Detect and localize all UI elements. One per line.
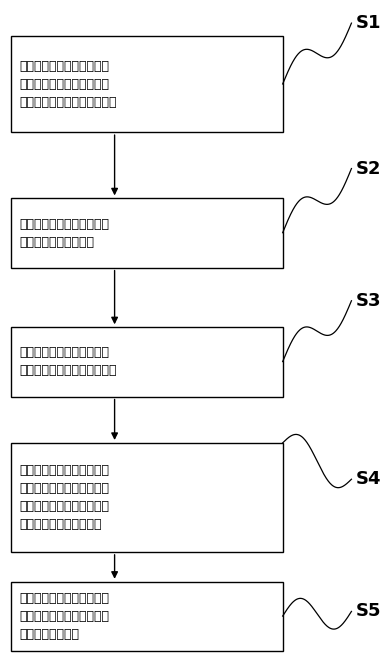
Text: S2: S2: [355, 159, 381, 178]
Text: 建立飞机舱门与机身接触区
域的局部有限元模型；: 建立飞机舱门与机身接触区 域的局部有限元模型；: [19, 217, 109, 249]
FancyBboxPatch shape: [11, 582, 283, 651]
Text: S1: S1: [355, 14, 381, 32]
Text: 通过对所述飞机舱门和机身
模拟施加等效挤压力，获取
飞机舱门和机身的等效刚度；: 通过对所述飞机舱门和机身 模拟施加等效挤压力，获取 飞机舱门和机身的等效刚度；: [19, 59, 117, 109]
FancyBboxPatch shape: [11, 327, 283, 397]
FancyBboxPatch shape: [11, 443, 283, 552]
FancyBboxPatch shape: [11, 198, 283, 268]
Text: 将所述刚度系数引入到所述
弹簧单元内，得到优化后的
局部有限元模型。: 将所述刚度系数引入到所述 弹簧单元内，得到优化后的 局部有限元模型。: [19, 592, 109, 641]
Text: S4: S4: [355, 470, 381, 488]
Text: S3: S3: [355, 292, 381, 310]
Text: S5: S5: [355, 602, 381, 621]
Text: 对设定有弹簧单元的局部有
限元模型施加等效载荷，并
结合所述等效刚度计算各所
述弹簧单元的刚度系数；: 对设定有弹簧单元的局部有 限元模型施加等效载荷，并 结合所述等效刚度计算各所 述…: [19, 464, 109, 531]
Text: 在所述局部有限元模型的飞
机舱门和机上设定弹簧单元；: 在所述局部有限元模型的飞 机舱门和机上设定弹簧单元；: [19, 346, 117, 377]
FancyBboxPatch shape: [11, 36, 283, 132]
